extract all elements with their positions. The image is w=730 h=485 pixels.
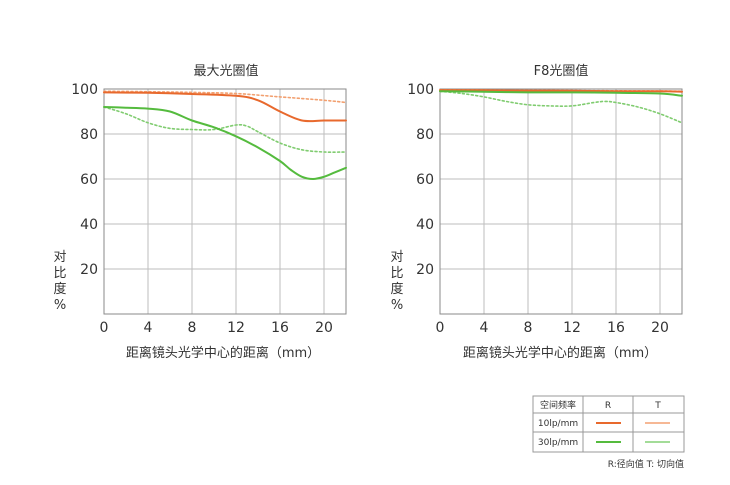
legend-row-30lp-label: 30lp/mm xyxy=(538,438,578,448)
y-axis-label-char: 对 xyxy=(53,250,66,265)
y-tick-label: 20 xyxy=(416,262,434,278)
y-tick-label: 100 xyxy=(71,82,98,98)
legend-header: 空间频率 xyxy=(540,399,576,411)
plot-frame xyxy=(439,88,683,315)
y-axis-label-char: 度 xyxy=(53,281,66,297)
series-line-10lp-mm-r xyxy=(439,89,683,93)
y-tick-label: 80 xyxy=(416,127,434,143)
x-tick-label: 0 xyxy=(100,320,109,336)
y-tick-label: 20 xyxy=(80,262,98,278)
series-line-10lp-mm-t xyxy=(103,90,347,104)
y-tick-label: 40 xyxy=(80,217,98,233)
x-tick-label: 8 xyxy=(524,320,533,336)
legend-note: R:径向值 T: 切向值 xyxy=(608,458,684,470)
x-tick-label: 20 xyxy=(651,320,669,336)
x-tick-label: 0 xyxy=(436,320,445,336)
y-axis-label-char: 比 xyxy=(53,266,66,281)
mtf-chart-f8: F8光圈值 距离镜头光学中心的距离（mm） 0 4 8 12 16 20 100 80 60 40… xyxy=(390,63,683,361)
plot-frame xyxy=(103,88,347,315)
legend-col-t: T xyxy=(654,401,661,411)
mtf-chart-max-aperture: 最大光圈值 距离镜头光学中心的距离（mm） 0 4 8 12 16 20 100 80 60 40… xyxy=(53,63,347,361)
y-axis-label-char: % xyxy=(391,298,403,313)
y-tick-label: 40 xyxy=(416,217,434,233)
y-tick-label: 60 xyxy=(416,172,434,188)
x-tick-label: 16 xyxy=(271,320,289,336)
x-tick-label: 20 xyxy=(315,320,333,336)
y-axis-label-char: 比 xyxy=(390,266,403,281)
y-tick-label: 60 xyxy=(80,172,98,188)
y-axis-label-char: % xyxy=(54,298,66,313)
y-axis-label-char: 度 xyxy=(390,281,403,297)
chart-title: 最大光圈值 xyxy=(193,63,258,79)
legend-row-10lp-label: 10lp/mm xyxy=(538,419,578,429)
x-tick-label: 12 xyxy=(563,320,581,336)
series-line-30lp-mm-r xyxy=(439,90,683,97)
y-tick-label: 80 xyxy=(80,127,98,143)
series-line-30lp-mm-t xyxy=(103,106,347,153)
legend-table: 空间频率 R T 10lp/mm 30lp/mm R:径向值 T: 切向值 xyxy=(532,395,685,470)
x-tick-label: 4 xyxy=(480,320,489,336)
x-tick-label: 12 xyxy=(227,320,245,336)
grid xyxy=(103,88,347,315)
legend-col-r: R xyxy=(605,401,611,411)
x-axis-label: 距离镜头光学中心的距离（mm） xyxy=(126,345,320,361)
grid xyxy=(439,88,683,315)
series-line-30lp-mm-t xyxy=(439,90,683,124)
x-tick-label: 8 xyxy=(188,320,197,336)
series-line-30lp-mm-r xyxy=(103,106,347,180)
series-line-10lp-mm-r xyxy=(103,91,347,123)
x-tick-label: 4 xyxy=(144,320,153,336)
y-tick-label: 100 xyxy=(407,82,434,98)
x-tick-label: 16 xyxy=(607,320,625,336)
x-axis-label: 距离镜头光学中心的距离（mm） xyxy=(463,345,657,361)
y-axis-label-char: 对 xyxy=(390,250,403,265)
chart-title: F8光圈值 xyxy=(534,63,589,79)
